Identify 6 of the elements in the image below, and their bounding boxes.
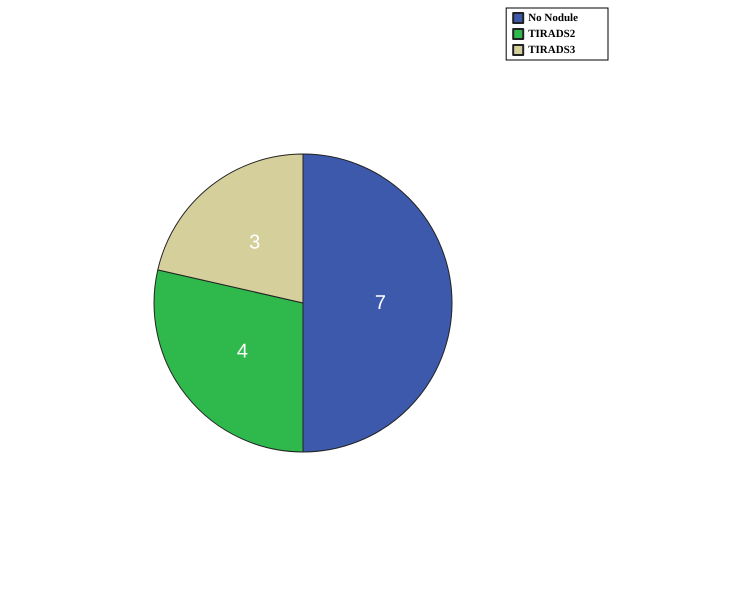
data-label: 7 — [374, 292, 386, 314]
legend-label: TIRADS2 — [528, 28, 576, 40]
legend-label: No Nodule — [528, 12, 578, 24]
data-label: 3 — [249, 231, 260, 254]
data-label: 4 — [236, 340, 248, 362]
legend-label: TIRADS3 — [528, 44, 576, 56]
